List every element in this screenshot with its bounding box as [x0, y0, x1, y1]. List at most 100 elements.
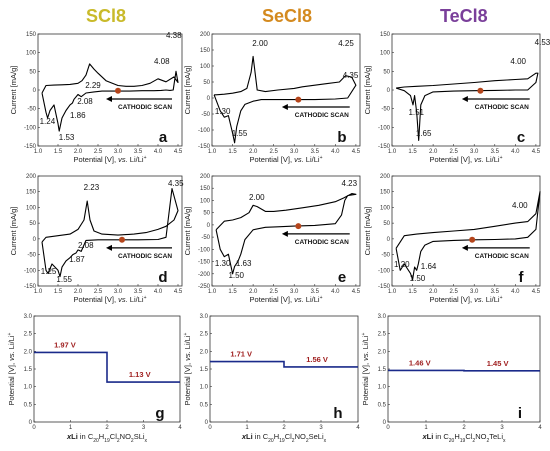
x-tick-label: 4.5	[532, 149, 541, 155]
y-tick-label: 150	[200, 186, 211, 192]
peak-label: 4.08	[154, 57, 170, 66]
x-tick-label: 4.0	[511, 289, 520, 295]
x-tick-label: 3.0	[470, 289, 479, 295]
start-point-marker	[477, 87, 484, 94]
start-point-marker	[295, 96, 302, 103]
x-axis-label: xLi in C20H19Cl2NO2SLix	[66, 432, 148, 444]
peak-label: 4.00	[510, 57, 526, 66]
x-tick-label: 3	[142, 425, 146, 431]
cv-curve	[41, 63, 179, 132]
peak-label: 4.25	[338, 39, 354, 48]
step-label: 1.13 V	[129, 370, 151, 379]
plot-frame	[391, 175, 541, 287]
x-axis-label: Potential [V], vs. Li/Li+	[74, 155, 147, 164]
x-tick-label: 1.0	[34, 149, 43, 155]
chart-panel-d: 1.0 1.5 2.0 2.5 3.0 3.5 4.0 4.5 200 150 100 50 0 -50 -…	[9, 174, 184, 304]
x-tick-label: 2.0	[74, 149, 83, 155]
y-tick-label: 50	[203, 80, 210, 86]
x-tick-label: 2.0	[74, 289, 83, 295]
y-axis-label: Current [mA/g]	[183, 66, 192, 115]
y-axis-label: Current [mA/g]	[183, 207, 192, 256]
panel-letter: i	[518, 405, 522, 422]
x-tick-label: 4.5	[352, 149, 361, 155]
y-tick-label: 0.5	[24, 402, 33, 408]
x-tick-label: 4.0	[154, 289, 163, 295]
plot-frame	[37, 175, 183, 287]
scan-label: CATHODIC SCAN	[118, 104, 172, 111]
plot-frame	[211, 33, 361, 147]
panel-letter: g	[155, 405, 164, 422]
peak-label: 2.00	[252, 39, 268, 48]
y-tick-label: -150	[24, 284, 37, 290]
x-tick-label: 3.0	[114, 149, 123, 155]
y-tick-label: -100	[378, 268, 391, 274]
x-tick-label: 0	[208, 425, 212, 431]
y-tick-label: -50	[27, 107, 36, 113]
chart-panel-c: 1.0 1.5 2.0 2.5 3.0 3.5 4.0 4.5 150 100 50 0 -50 -100…	[363, 32, 550, 164]
peak-label: 1.87	[69, 255, 85, 264]
x-tick-label: 3.0	[470, 149, 479, 155]
x-axis-label: Potential [V], vs. Li/Li+	[430, 295, 503, 304]
x-tick-label: 4.0	[154, 149, 163, 155]
chart-panel-h: 0 1 2 3 4 0 0.5 1.0 1.5 2.0 2.5 3.0 Potential [V], v…	[183, 314, 360, 444]
y-tick-label: 150	[380, 32, 391, 38]
x-axis-label: Potential [V], vs. Li/Li+	[250, 155, 323, 164]
scan-arrow-head	[281, 230, 288, 237]
x-axis-label: Potential [V], vs. Li/Li+	[74, 295, 147, 304]
panel-letter: b	[337, 129, 346, 146]
panel-letter: a	[159, 129, 168, 146]
cv-curve	[41, 188, 179, 278]
step-label: 1.46 V	[409, 358, 431, 367]
y-tick-label: 1.0	[378, 385, 387, 391]
x-tick-label: 3.5	[134, 289, 143, 295]
peak-label: 1.30	[215, 259, 231, 268]
x-tick-label: 3.0	[114, 289, 123, 295]
y-tick-label: 100	[26, 205, 37, 211]
x-tick-label: 1.5	[408, 289, 417, 295]
panel-letter: f	[519, 269, 525, 286]
x-tick-label: 3.0	[290, 289, 299, 295]
y-tick-label: 3.0	[200, 314, 209, 320]
x-tick-label: 4	[178, 425, 182, 431]
x-axis-label: xLi in C20H19Cl2NO2TeLix	[422, 432, 507, 444]
scan-label: CATHODIC SCAN	[475, 253, 529, 260]
cv-curve	[395, 72, 539, 141]
y-tick-label: 2.5	[200, 332, 209, 338]
start-point-marker	[295, 223, 302, 230]
x-tick-label: 4.0	[331, 289, 340, 295]
y-tick-label: 0	[387, 237, 391, 243]
peak-label: 4.23	[342, 179, 358, 188]
y-tick-label: -50	[381, 253, 390, 259]
y-tick-label: -150	[198, 260, 211, 266]
y-tick-label: 150	[26, 190, 37, 196]
chart-panel-a: 1.0 1.5 2.0 2.5 3.0 3.5 4.0 4.5 150 100 50 0 -50 -100…	[9, 31, 183, 164]
x-tick-label: 1.0	[388, 149, 397, 155]
chart-panel-e: 1.0 1.5 2.0 2.5 3.0 3.5 4.0 4.5 200 150 100 50 0 -50 -…	[183, 174, 361, 304]
y-axis-label: Current [mA/g]	[363, 66, 372, 115]
chart-panel-i: 0 1 2 3 4 0 0.5 1.0 1.5 2.0 2.5 3.0 Potential [V], v…	[361, 314, 542, 444]
x-tick-label: 2.5	[94, 149, 103, 155]
peak-label: 4.53	[535, 38, 550, 47]
y-tick-label: -100	[24, 268, 37, 274]
scan-label: CATHODIC SCAN	[295, 239, 349, 246]
chart-panel-b: 1.0 1.5 2.0 2.5 3.0 3.5 4.0 4.5 200 150 100 50 0 -50 -…	[183, 32, 361, 164]
y-tick-label: -100	[378, 125, 391, 131]
y-tick-label: 50	[383, 69, 390, 75]
x-tick-label: 4.5	[174, 149, 183, 155]
y-tick-label: 0	[207, 96, 211, 102]
x-tick-label: 3.5	[311, 289, 320, 295]
peak-label: 1.86	[70, 111, 86, 120]
y-tick-label: 0.5	[200, 402, 209, 408]
x-tick-label: 2.0	[249, 149, 258, 155]
y-tick-label: 100	[200, 64, 211, 70]
plot-frame	[211, 175, 361, 287]
panel-letter: h	[333, 405, 342, 422]
x-tick-label: 1	[424, 425, 428, 431]
scan-arrow-head	[461, 244, 468, 251]
peak-label: 1.64	[421, 262, 437, 271]
y-tick-label: 0.5	[378, 402, 387, 408]
y-tick-label: 2.5	[24, 332, 33, 338]
step-label: 1.97 V	[54, 340, 76, 349]
y-tick-label: 2.5	[378, 332, 387, 338]
scan-label: CATHODIC SCAN	[295, 112, 349, 119]
